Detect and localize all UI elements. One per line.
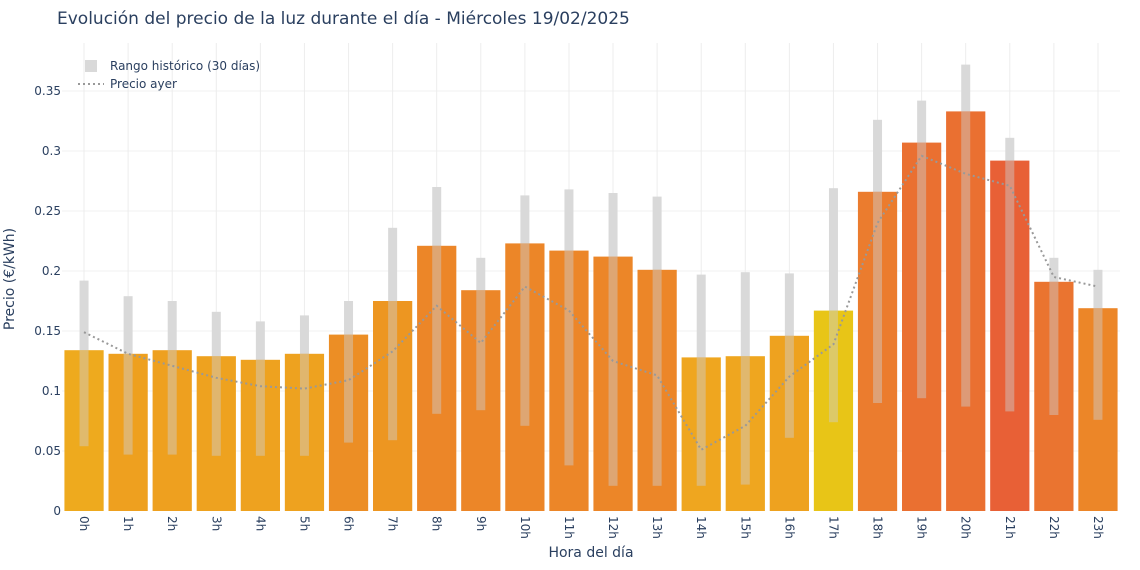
price-bar[interactable] [328,334,369,511]
legend[interactable]: Rango histórico (30 días) Precio ayer [78,59,260,91]
price-bars [64,111,1118,512]
history-range-overlay [917,142,927,399]
history-range-overlay [167,350,177,455]
price-bar[interactable] [725,356,765,511]
x-tick-label: 9h [474,516,488,531]
x-tick-label: 19h [915,516,929,539]
history-range-overlay [696,357,706,486]
x-tick-label: 22h [1047,516,1061,539]
x-tick-label: 14h [694,516,708,539]
x-tick-label: 23h [1091,516,1105,539]
x-tick-label: 12h [606,516,620,539]
x-tick-label: 10h [518,516,532,539]
price-bar[interactable] [152,350,192,511]
x-tick-label: 0h [77,516,91,531]
history-range-overlay [432,245,442,414]
y-tick-label: 0.15 [34,324,61,338]
price-bar[interactable] [284,353,325,511]
history-range-overlay [564,250,574,466]
y-tick-label: 0.3 [42,144,61,158]
price-bar[interactable] [1078,308,1118,511]
y-tick-label: 0.25 [34,204,61,218]
legend-yesterday-label: Precio ayer [110,77,177,91]
x-tick-label: 17h [827,516,841,539]
x-axis-title: Hora del día [548,545,633,561]
price-bar[interactable] [990,160,1030,511]
history-range-overlay [388,301,398,441]
history-range-overlay [211,356,221,456]
history-range-overlay [344,334,354,443]
x-tick-label: 11h [562,516,576,539]
history-range-overlay [1093,308,1103,420]
y-tick-label: 0.1 [42,384,61,398]
history-range-overlay [520,243,530,426]
x-tick-label: 18h [871,516,885,539]
x-tick-label: 5h [298,516,312,531]
chart-title: Evolución del precio de la luz durante e… [57,9,630,29]
y-tick-label: 0.2 [42,264,61,278]
x-tick-label: 1h [121,516,135,531]
price-bar[interactable] [505,243,545,511]
history-range-overlay [740,356,750,485]
history-range-overlay [784,335,794,438]
history-range-overlay [608,256,618,486]
x-tick-label: 16h [782,516,796,539]
x-tick-label: 7h [386,516,400,531]
price-bar[interactable] [681,357,721,511]
x-tick-label: 20h [959,516,973,539]
legend-range-label: Rango histórico (30 días) [110,59,260,73]
price-bar[interactable] [373,301,413,511]
x-tick-label: 15h [738,516,752,539]
history-range-overlay [299,353,309,456]
history-range-overlay [828,310,838,423]
x-tick-label: 6h [342,516,356,531]
price-bar[interactable] [417,245,457,512]
history-range-overlay [476,290,486,411]
x-tick-label: 21h [1003,516,1017,539]
y-tick-label: 0.35 [34,84,61,98]
price-bar[interactable] [108,353,148,511]
price-bar[interactable] [769,335,809,511]
history-range-overlay [961,111,971,407]
price-bar[interactable] [857,191,898,512]
history-range-overlay [255,359,265,456]
y-tick-label: 0.05 [34,444,61,458]
legend-range-swatch [85,60,97,72]
x-tick-label: 3h [209,516,223,531]
history-range-overlay [873,191,883,403]
price-bar[interactable] [240,359,280,511]
price-bar[interactable] [549,250,589,511]
y-tick-label: 0 [53,504,61,518]
y-tick-labels: 0 0.05 0.1 0.15 0.2 0.25 0.3 0.35 [34,84,61,518]
history-range-overlay [79,350,89,447]
x-tick-label: 8h [430,516,444,531]
x-tick-label: 4h [253,516,267,531]
history-range-overlay [1049,281,1059,415]
x-tick-label: 2h [165,516,179,531]
price-bar[interactable] [637,269,677,511]
history-range-overlay [123,353,133,455]
y-axis-title: Precio (€/kWh) [2,228,18,330]
price-bar[interactable] [593,256,633,511]
x-tick-labels: 0h 1h 2h 3h 4h 5h 6h 7h 8h 9h 10h 11h 12h 13h 14h 15h 16… [77,516,1105,539]
x-tick-label: 13h [650,516,664,539]
price-bar[interactable] [1034,281,1074,511]
price-bar[interactable] [902,142,942,511]
price-bar[interactable] [64,350,104,511]
price-bar[interactable] [461,290,501,511]
history-range-bar[interactable] [828,188,838,423]
history-range-overlay [1005,160,1015,412]
history-range-overlay [652,269,662,486]
price-bar[interactable] [196,356,236,511]
